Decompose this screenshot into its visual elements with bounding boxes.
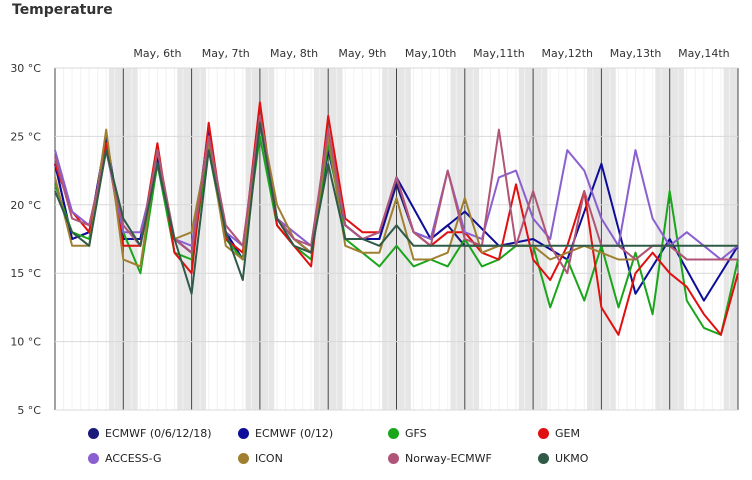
legend: ECMWF (0/6/12/18) ECMWF (0/12) GFS GEM ACCES… (0, 420, 752, 480)
x-tick-label: May,13th (610, 47, 662, 60)
legend-swatch (538, 453, 549, 464)
legend-swatch (388, 428, 399, 439)
legend-swatch (238, 428, 249, 439)
legend-label: GEM (555, 427, 580, 440)
night-band (723, 68, 738, 410)
chart-plot: 30 °C 25 °C 20 °C 15 °C 10 °C 5 °C May, 6th May… (10, 47, 739, 417)
legend-item[interactable]: UKMO (538, 452, 588, 465)
legend-label: ACCESS-G (105, 452, 162, 465)
series-line-gfs (54, 135, 739, 336)
x-tick-label: May, 8th (270, 47, 318, 60)
y-tick-label: 30 °C (10, 62, 41, 75)
legend-swatch (88, 453, 99, 464)
y-tick-label: 10 °C (10, 336, 41, 349)
legend-swatch (88, 428, 99, 439)
series-line-ukmo (54, 121, 738, 295)
chart-title: Temperature (12, 2, 113, 18)
legend-item[interactable]: ACCESS-G (88, 452, 162, 465)
legend-label: ICON (255, 452, 283, 465)
y-tick-label: 15 °C (10, 267, 41, 280)
legend-label: GFS (405, 427, 427, 440)
legend-item[interactable]: GEM (538, 427, 580, 440)
x-tick-label: May, 7th (202, 47, 250, 60)
x-tick-label: May, 9th (338, 47, 386, 60)
x-tick-label: May,14th (678, 47, 730, 60)
legend-item[interactable]: ECMWF (0/6/12/18) (88, 427, 212, 440)
y-tick-label: 20 °C (10, 199, 41, 212)
legend-label: ECMWF (0/6/12/18) (105, 427, 212, 440)
legend-item[interactable]: GFS (388, 427, 427, 440)
legend-swatch (538, 428, 549, 439)
series-line-norway-ecmwf (54, 114, 738, 275)
x-tick-label: May,12th (541, 47, 593, 60)
legend-label: Norway-ECMWF (405, 452, 492, 465)
legend-swatch (238, 453, 249, 464)
y-tick-label: 25 °C (10, 130, 41, 143)
x-tick-label: May,11th (473, 47, 525, 60)
legend-item[interactable]: ECMWF (0/12) (238, 427, 333, 440)
y-tick-label: 5 °C (17, 404, 41, 417)
x-tick-label: May, 6th (133, 47, 181, 60)
legend-label: ECMWF (0/12) (255, 427, 334, 440)
x-tick-label: May,10th (405, 47, 457, 60)
legend-item[interactable]: Norway-ECMWF (388, 452, 492, 465)
legend-label: UKMO (555, 452, 589, 465)
legend-swatch (388, 453, 399, 464)
legend-item[interactable]: ICON (238, 452, 283, 465)
